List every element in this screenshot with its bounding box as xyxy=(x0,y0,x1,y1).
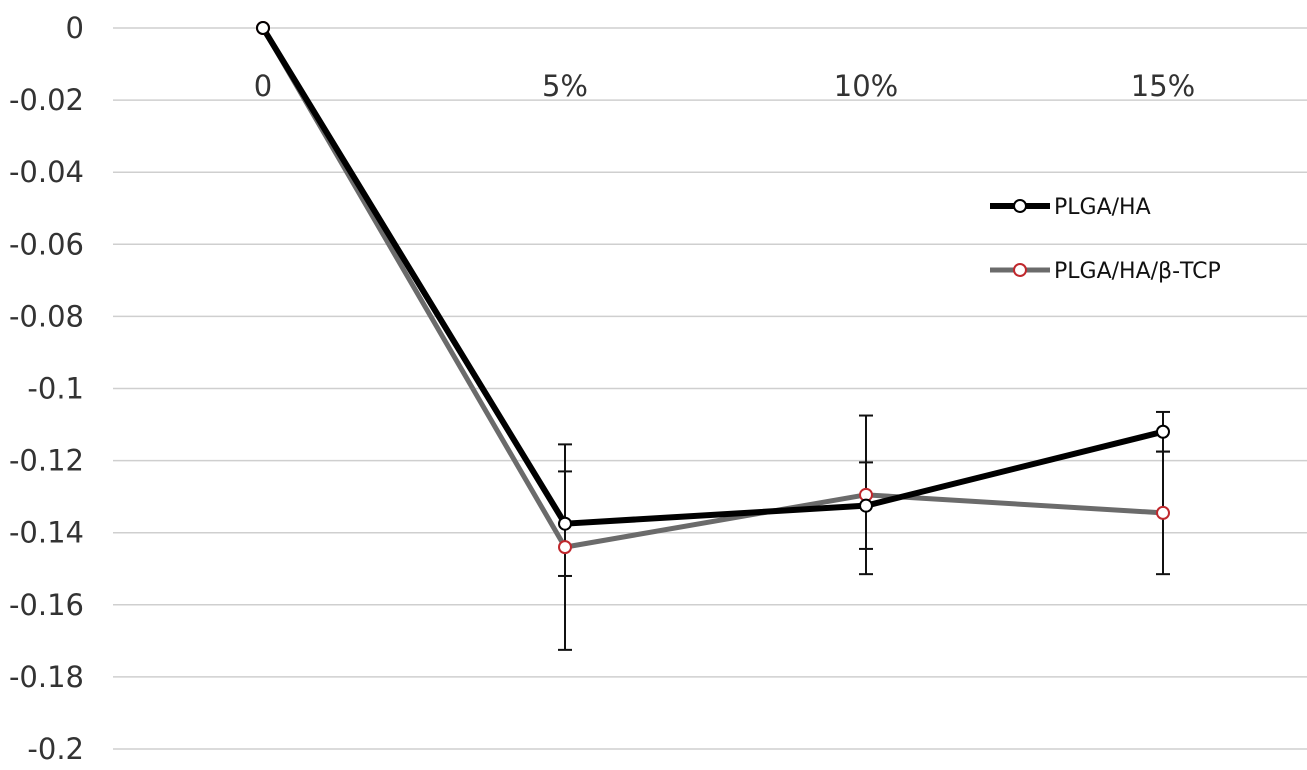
x-tick-label: 0 xyxy=(254,69,272,103)
y-tick-label: -0.2 xyxy=(27,732,84,766)
y-tick-label: -0.1 xyxy=(27,372,84,406)
series-markers xyxy=(256,21,1170,555)
x-tick-label: 10% xyxy=(834,69,898,103)
y-tick-label: -0.18 xyxy=(9,660,84,694)
series-line xyxy=(260,26,1164,550)
x-tick-label: 5% xyxy=(542,69,588,103)
y-tick-label: -0.12 xyxy=(9,444,84,478)
x-tick-label: 15% xyxy=(1131,69,1195,103)
series-lines xyxy=(260,26,1164,550)
x-axis-tick-labels: 0 5% 10% 15% xyxy=(254,69,1195,103)
y-tick-label: -0.06 xyxy=(9,227,84,261)
y-tick-label: -0.04 xyxy=(9,155,84,189)
gridlines xyxy=(113,27,1307,750)
y-tick-label: -0.02 xyxy=(9,83,84,117)
legend-label: PLGA/HA xyxy=(1054,195,1151,220)
data-point xyxy=(558,540,572,555)
data-point xyxy=(1156,424,1170,439)
y-axis-tick-labels: 0 -0.02 -0.04 -0.06 -0.08 -0.1 -0.12 -0.14 -0.16… xyxy=(9,11,84,766)
y-tick-label: -0.08 xyxy=(9,299,84,333)
legend-marker xyxy=(1013,199,1027,213)
y-tick-label: -0.16 xyxy=(9,588,84,622)
legend: PLGA/HA PLGA/HA/β-TCP xyxy=(990,195,1221,284)
data-point xyxy=(558,516,572,531)
y-tick-label: 0 xyxy=(66,11,84,45)
data-point xyxy=(1156,505,1170,520)
legend-label: PLGA/HA/β-TCP xyxy=(1054,259,1221,284)
data-point xyxy=(859,498,873,513)
series-line xyxy=(260,26,1164,527)
legend-marker xyxy=(1013,263,1027,277)
data-point xyxy=(256,21,270,35)
y-tick-label: -0.14 xyxy=(9,516,84,550)
